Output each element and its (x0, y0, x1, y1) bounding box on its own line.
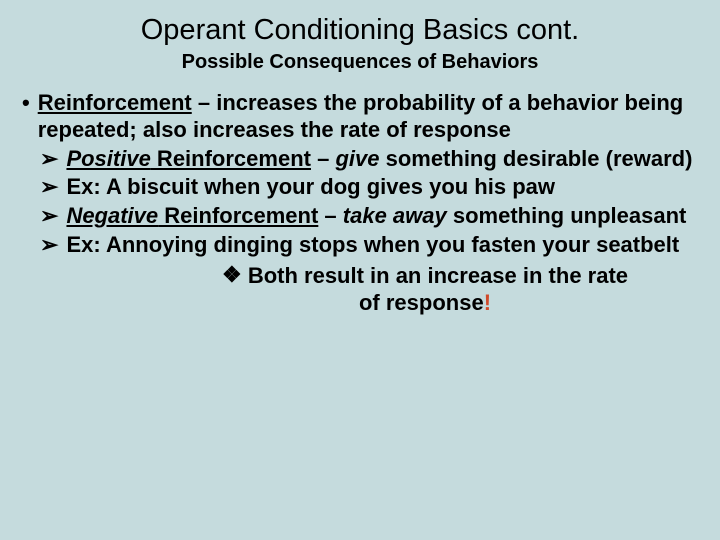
arrow-bullet-icon: ➢ (40, 146, 58, 173)
diamond-bullet-icon: ❖ (222, 262, 242, 289)
text-underline: Reinforcement (151, 146, 311, 171)
text-plain: – (311, 146, 335, 171)
bullet-example-biscuit: ➢ Ex: A biscuit when your dog gives you … (22, 174, 698, 201)
text-italic: take away (343, 203, 447, 228)
slide-root: Operant Conditioning Basics cont. Possib… (0, 0, 720, 540)
text-plain: Both result in an increase in the rate o… (248, 263, 628, 315)
text-plain: something desirable (reward) (379, 146, 692, 171)
bullet-text: ❖ Both result in an increase in the rate… (82, 263, 698, 317)
bullet-text: Negative Reinforcement – take away somet… (66, 203, 698, 230)
slide-title: Operant Conditioning Basics cont. (22, 14, 698, 47)
bullet-text: Reinforcement – increases the probabilit… (38, 90, 698, 144)
text-underline: Reinforcement (158, 203, 318, 228)
text-exclamation: ! (484, 290, 491, 315)
bullet-text: Ex: A biscuit when your dog gives you hi… (66, 174, 698, 201)
text-plain: something unpleasant (447, 203, 687, 228)
text-underline-italic: Positive (66, 146, 150, 171)
disc-bullet-icon: • (22, 90, 30, 144)
slide-body: • Reinforcement – increases the probabil… (22, 90, 698, 317)
slide-subtitle: Possible Consequences of Behaviors (22, 51, 698, 74)
arrow-bullet-icon: ➢ (40, 203, 58, 230)
text-italic: give (335, 146, 379, 171)
arrow-bullet-icon: ➢ (40, 232, 58, 259)
bullet-positive-reinforcement: ➢ Positive Reinforcement – give somethin… (22, 146, 698, 173)
text-underline-italic: Negative (66, 203, 158, 228)
bullet-text: Ex: Annoying dinging stops when you fast… (66, 232, 698, 259)
text-underline: Reinforcement (38, 90, 192, 115)
bullet-reinforcement: • Reinforcement – increases the probabil… (22, 90, 698, 144)
bullet-both-result: ❖ Both result in an increase in the rate… (22, 261, 698, 317)
bullet-negative-reinforcement: ➢ Negative Reinforcement – take away som… (22, 203, 698, 230)
bullet-text: Positive Reinforcement – give something … (66, 146, 698, 173)
arrow-bullet-icon: ➢ (40, 174, 58, 201)
text-plain: – (318, 203, 342, 228)
bullet-example-seatbelt: ➢ Ex: Annoying dinging stops when you fa… (22, 232, 698, 259)
